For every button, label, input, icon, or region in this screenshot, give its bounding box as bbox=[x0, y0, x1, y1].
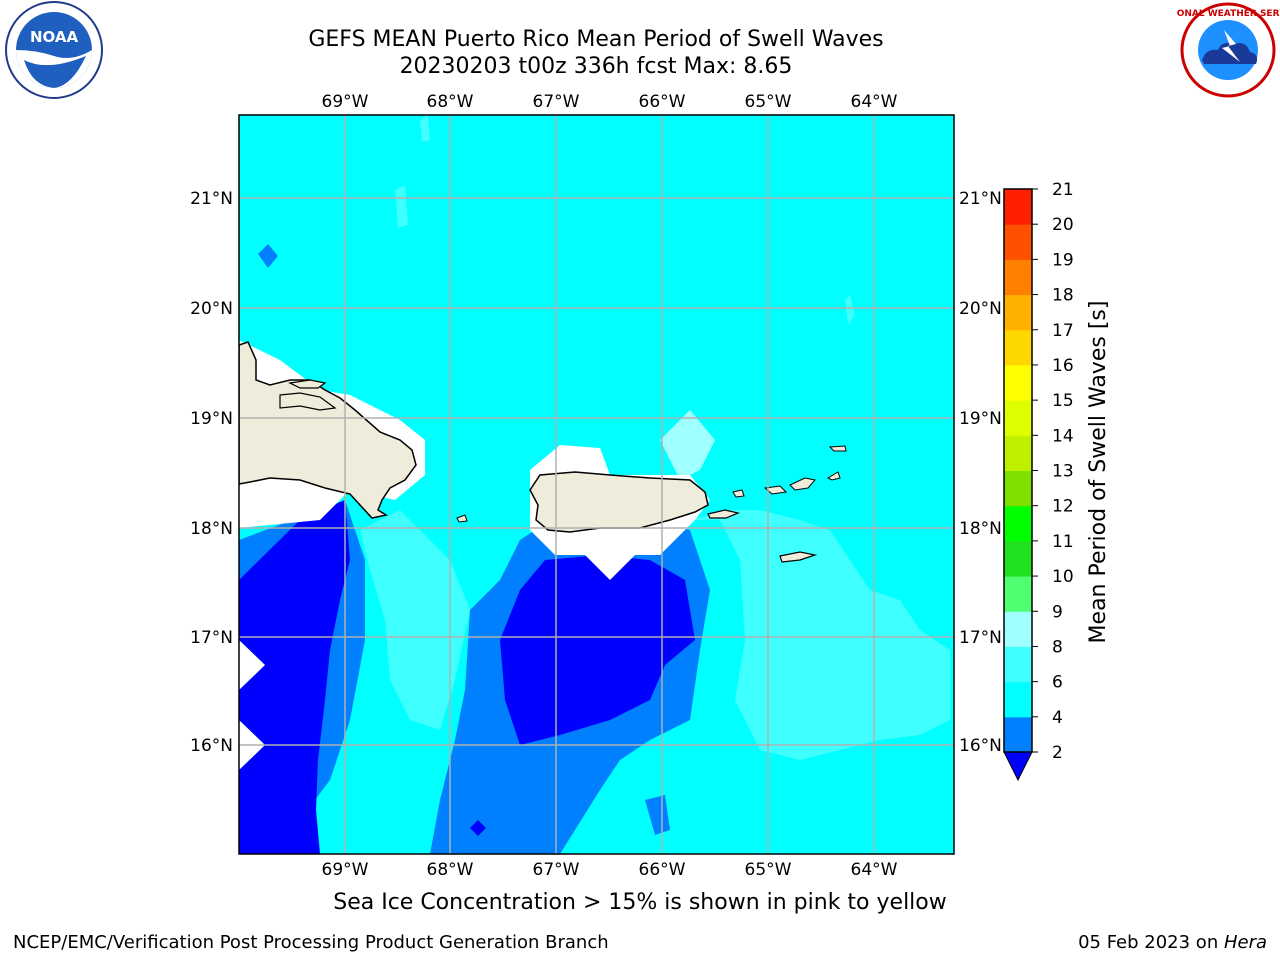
lon-tick-label: 69°W bbox=[322, 92, 369, 112]
noaa-logo: NOAA bbox=[2, 0, 106, 104]
colorbar-swatch bbox=[1004, 470, 1032, 507]
lon-tick-label: 68°W bbox=[427, 860, 474, 880]
lat-tick-label: 21°N bbox=[959, 189, 1002, 209]
colorbar-tick-label: 8 bbox=[1052, 637, 1063, 657]
colorbar-tick-label: 11 bbox=[1052, 532, 1074, 552]
colorbar-swatch bbox=[1004, 189, 1032, 225]
contour-8-9-west bbox=[360, 510, 470, 730]
lon-tick-label: 65°W bbox=[745, 860, 792, 880]
lon-tick-label: 64°W bbox=[851, 92, 898, 112]
colorbar-tick-label: 14 bbox=[1052, 426, 1074, 446]
colorbar-swatch bbox=[1004, 400, 1032, 436]
colorbar-tick-label: 17 bbox=[1052, 321, 1074, 341]
lat-tick-label: 19°N bbox=[959, 409, 1002, 429]
colorbar-swatch bbox=[1004, 329, 1032, 366]
colorbar-swatch bbox=[1004, 259, 1032, 296]
colorbar-swatch bbox=[1004, 646, 1032, 683]
lat-tick-label: 18°N bbox=[959, 519, 1002, 539]
lat-tick-label: 17°N bbox=[959, 628, 1002, 648]
graticule bbox=[239, 115, 954, 854]
lat-tick-label: 16°N bbox=[190, 736, 233, 756]
lon-tick-label: 69°W bbox=[322, 860, 369, 880]
colorbar-tick-label: 15 bbox=[1052, 391, 1074, 411]
colorbar-tick-label: 20 bbox=[1052, 215, 1074, 235]
colorbar-tick-label: 4 bbox=[1052, 708, 1063, 728]
chart-subtitle: 20230203 t00z 336h fcst Max: 8.65 bbox=[399, 54, 793, 79]
colorbar-tick-label: 10 bbox=[1052, 567, 1074, 587]
lon-tick-label: 64°W bbox=[851, 860, 898, 880]
map-frame bbox=[238, 114, 955, 855]
contour-field bbox=[239, 115, 954, 854]
lat-tick-label: 17°N bbox=[190, 628, 233, 648]
lat-tick-label: 20°N bbox=[190, 299, 233, 319]
lon-tick-label: 65°W bbox=[745, 92, 792, 112]
svg-text:NATIONAL WEATHER SERVICE: NATIONAL WEATHER SERVICE bbox=[1176, 9, 1280, 19]
colorbar-tick-label: 6 bbox=[1052, 673, 1063, 693]
contour-2-4-central bbox=[500, 555, 695, 745]
colorbar-tick-label: 2 bbox=[1052, 743, 1063, 763]
lon-tick-label: 67°W bbox=[533, 92, 580, 112]
nws-logo: NATIONAL WEATHER SERVICE bbox=[1153, 0, 1280, 104]
puerto-rico-land bbox=[529, 471, 709, 533]
colorbar-swatch bbox=[1004, 540, 1032, 577]
colorbar-swatch bbox=[1004, 505, 1032, 542]
caption: Sea Ice Concentration > 15% is shown in … bbox=[333, 890, 947, 915]
lat-tick-label: 20°N bbox=[959, 299, 1002, 319]
svg-text:NOAA: NOAA bbox=[30, 28, 79, 46]
hispaniola-land bbox=[239, 341, 417, 519]
footer-date: 05 Feb 2023 on Hera bbox=[1078, 932, 1267, 953]
colorbar-label: Mean Period of Swell Waves [s] bbox=[1086, 301, 1111, 644]
colorbar-swatch bbox=[1004, 224, 1032, 260]
colorbar-swatch bbox=[1004, 364, 1032, 401]
colorbar-tick-label: 18 bbox=[1052, 286, 1074, 306]
colorbar-swatch bbox=[1004, 576, 1032, 612]
contour-2-4-west bbox=[239, 500, 350, 854]
st-croix-land bbox=[779, 551, 818, 563]
colorbar-swatch bbox=[1004, 716, 1032, 753]
colorbar-extend-arrow bbox=[1003, 751, 1033, 782]
colorbar-swatch bbox=[1004, 681, 1032, 718]
lon-tick-label: 66°W bbox=[639, 860, 686, 880]
colorbar: 2 4 6 8 9 10 11 12 13 14 15 16 17 18 19 20 21 bbox=[1003, 180, 1074, 782]
lon-tick-label: 67°W bbox=[533, 860, 580, 880]
colorbar-swatch bbox=[1004, 435, 1032, 471]
lat-tick-label: 21°N bbox=[190, 189, 233, 209]
colorbar-tick-label: 9 bbox=[1052, 602, 1063, 622]
footer-host: Hera bbox=[1223, 932, 1267, 953]
colorbar-swatch bbox=[1004, 294, 1032, 331]
colorbar-tick-label: 19 bbox=[1052, 250, 1074, 270]
lat-tick-label: 19°N bbox=[190, 409, 233, 429]
colorbar-tick-label: 16 bbox=[1052, 356, 1074, 376]
colorbar-tick-label: 21 bbox=[1052, 180, 1074, 200]
contour-8-9-east bbox=[690, 510, 950, 760]
colorbar-tick-label: 13 bbox=[1052, 462, 1074, 482]
lon-tick-label: 68°W bbox=[427, 92, 474, 112]
chart-title: GEFS MEAN Puerto Rico Mean Period of Swe… bbox=[308, 27, 884, 52]
colorbar-swatch bbox=[1004, 611, 1032, 647]
contour-9-10 bbox=[660, 410, 715, 480]
footer-credit: NCEP/EMC/Verification Post Processing Pr… bbox=[13, 932, 609, 953]
colorbar-tick-label: 12 bbox=[1052, 497, 1074, 517]
lat-tick-label: 18°N bbox=[190, 519, 233, 539]
lon-tick-label: 66°W bbox=[639, 92, 686, 112]
lat-tick-label: 16°N bbox=[959, 736, 1002, 756]
axis-tick-labels: 69°W 69°W 68°W 68°W 67°W 67°W 66°W 66°W 65°W 65°W… bbox=[190, 92, 1002, 880]
